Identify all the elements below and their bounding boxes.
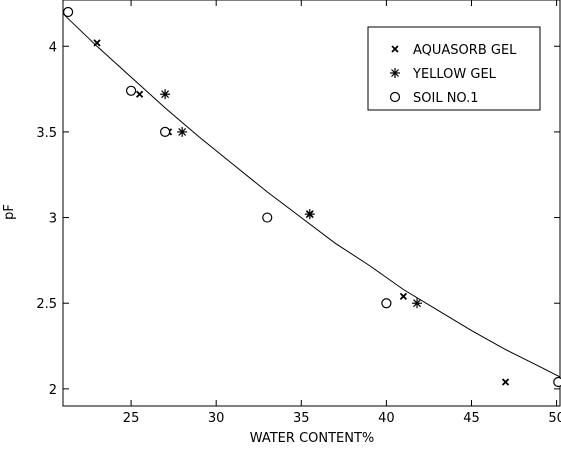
marker-circle: [63, 6, 74, 18]
y-tick-label: 2: [49, 383, 57, 398]
x-tick-label: 45: [463, 411, 480, 426]
data-point: [381, 298, 392, 309]
data-point: [304, 209, 315, 220]
y-tick-label: 3.5: [36, 126, 57, 141]
marker-circle: [125, 85, 137, 96]
marker-stroke: [501, 378, 510, 386]
legend-label: SOIL NO.1: [413, 91, 479, 106]
x-axis-title: WATER CONTENT%: [250, 431, 375, 446]
marker-stroke: [93, 39, 101, 47]
data-point: [399, 292, 408, 300]
legend: AQUASORB GEL YELLOW GEL SOIL NO.1: [367, 26, 541, 111]
x-tick-label: 40: [378, 411, 395, 426]
data-point: [262, 212, 273, 223]
marker-circle: [389, 91, 401, 103]
axes-layer: 25 30 35 40 45 50 2 2.5 3 3.5 4: [36, 0, 561, 426]
data-point: [160, 89, 171, 100]
data-point: [553, 376, 561, 388]
marker-stroke: [178, 127, 187, 136]
y-tick-label: 4: [49, 40, 57, 55]
x-tick-label: 35: [293, 411, 310, 426]
marker-stroke: [135, 90, 144, 98]
data-point: [93, 39, 101, 47]
data-point: [412, 298, 423, 309]
x-tick-label: 25: [123, 411, 140, 426]
x-tick-label: 50: [548, 411, 561, 426]
marker-stroke: [305, 210, 314, 219]
data-point: [160, 126, 171, 138]
x-tick-label: 30: [208, 411, 225, 426]
marker-stroke: [391, 45, 399, 53]
data-point: [177, 126, 188, 137]
y-tick-label: 2.5: [36, 297, 57, 312]
legend-marker: [390, 68, 400, 78]
y-tick-label: 3: [49, 212, 57, 227]
data-point: [501, 378, 510, 386]
data-marks-layer: [63, 6, 561, 388]
fit-curve: [62, 13, 561, 378]
y-axis-title: pF: [2, 204, 17, 220]
marker-circle: [160, 126, 171, 138]
legend-label: AQUASORB GEL: [413, 43, 517, 58]
marker-circle: [553, 376, 561, 388]
marker-stroke: [391, 69, 399, 77]
marker-stroke: [413, 299, 421, 308]
legend-marker: [391, 45, 399, 53]
data-point: [63, 6, 74, 18]
marker-circle: [262, 212, 273, 223]
legend-items: AQUASORB GEL YELLOW GEL SOIL NO.1: [389, 43, 517, 106]
fit-curve-layer: [62, 13, 561, 378]
legend-label: YELLOW GEL: [412, 67, 497, 82]
data-point: [135, 90, 144, 98]
marker-circle: [381, 298, 392, 309]
legend-marker: [389, 91, 401, 103]
marker-stroke: [161, 90, 170, 99]
marker-stroke: [399, 292, 408, 300]
data-point: [125, 85, 137, 96]
